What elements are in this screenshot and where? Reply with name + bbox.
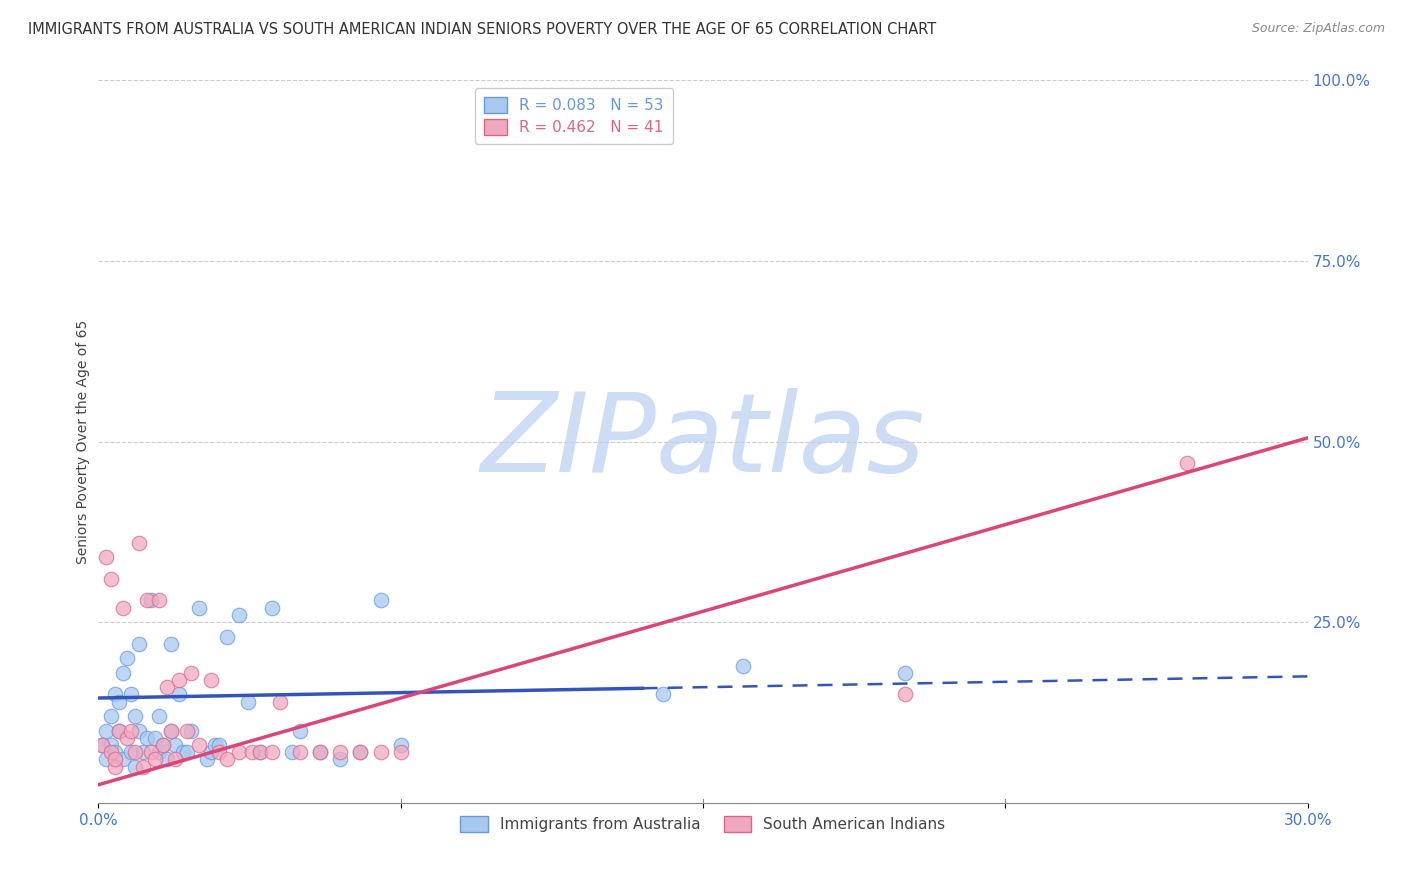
Point [152, 738, 174, 752]
Point [160, 723, 183, 738]
Point [208, 738, 231, 752]
Point [111, 600, 134, 615]
Point [329, 752, 352, 766]
Point [236, 695, 259, 709]
Point [370, 593, 392, 607]
Point [148, 709, 170, 723]
Point [249, 745, 271, 759]
Text: Source: ZipAtlas.com: Source: ZipAtlas.com [1251, 22, 1385, 36]
Point [208, 745, 231, 759]
Point [152, 738, 174, 752]
Point [139, 745, 162, 759]
Text: IMMIGRANTS FROM AUSTRALIA VS SOUTH AMERICAN INDIAN SENIORS POVERTY OVER THE AGE : IMMIGRANTS FROM AUSTRALIA VS SOUTH AMERI… [28, 22, 936, 37]
Point [180, 723, 202, 738]
Point [329, 745, 352, 759]
Point [893, 665, 915, 680]
Point [200, 673, 222, 687]
Point [100, 738, 122, 752]
Point [107, 723, 129, 738]
Point [120, 745, 142, 759]
Point [281, 745, 304, 759]
Point [120, 723, 142, 738]
Point [160, 723, 183, 738]
Point [100, 745, 122, 759]
Point [288, 723, 311, 738]
Point [132, 745, 155, 759]
Point [651, 687, 673, 701]
Point [96, 752, 118, 766]
Point [349, 745, 371, 759]
Point [103, 760, 125, 774]
Point [228, 607, 250, 622]
Point [195, 752, 218, 766]
Point [160, 637, 183, 651]
Point [269, 695, 291, 709]
Point [249, 745, 271, 759]
Point [156, 680, 179, 694]
Point [309, 745, 332, 759]
Point [100, 709, 122, 723]
Point [188, 738, 211, 752]
Point [124, 709, 146, 723]
Point [217, 630, 239, 644]
Point [288, 745, 311, 759]
Point [188, 600, 211, 615]
Point [260, 600, 283, 615]
Point [128, 637, 150, 651]
Point [115, 731, 138, 745]
Point [156, 752, 179, 766]
Point [124, 760, 146, 774]
Point [167, 687, 190, 701]
Point [124, 745, 146, 759]
Text: ZIPatlas: ZIPatlas [481, 388, 925, 495]
Point [176, 745, 198, 759]
Point [240, 745, 263, 759]
Point [176, 723, 198, 738]
Point [389, 745, 412, 759]
Point [115, 651, 138, 665]
Point [111, 752, 134, 766]
Point [893, 687, 915, 701]
Point [135, 731, 157, 745]
Point [349, 745, 371, 759]
Point [107, 723, 129, 738]
Point [96, 550, 118, 565]
Point [135, 593, 157, 607]
Point [389, 738, 412, 752]
Point [217, 752, 239, 766]
Point [180, 665, 202, 680]
Point [107, 695, 129, 709]
Point [120, 687, 142, 701]
Point [309, 745, 332, 759]
Point [204, 738, 226, 752]
Y-axis label: Seniors Poverty Over the Age of 65: Seniors Poverty Over the Age of 65 [76, 319, 90, 564]
Point [370, 745, 392, 759]
Point [733, 658, 755, 673]
Point [132, 760, 155, 774]
Point [167, 673, 190, 687]
Point [91, 738, 114, 752]
Point [139, 593, 162, 607]
Point [148, 745, 170, 759]
Point [91, 738, 114, 752]
Point [103, 752, 125, 766]
Point [172, 745, 194, 759]
Point [143, 731, 166, 745]
Point [128, 723, 150, 738]
Point [260, 745, 283, 759]
Point [163, 738, 186, 752]
Point [100, 572, 122, 586]
Point [1175, 456, 1198, 470]
Legend: Immigrants from Australia, South American Indians: Immigrants from Australia, South America… [454, 810, 952, 838]
Point [103, 745, 125, 759]
Point [103, 687, 125, 701]
Point [128, 535, 150, 549]
Point [143, 752, 166, 766]
Point [111, 665, 134, 680]
Point [163, 752, 186, 766]
Point [228, 745, 250, 759]
Point [148, 593, 170, 607]
Point [96, 723, 118, 738]
Point [200, 745, 222, 759]
